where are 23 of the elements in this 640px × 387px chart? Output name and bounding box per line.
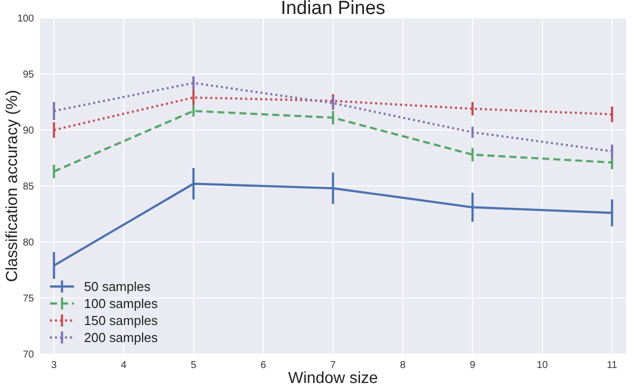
y-tick-label: 70 [22, 350, 34, 360]
y-tick-label: 85 [22, 182, 34, 192]
legend-label: 150 samples [84, 313, 158, 328]
x-axis-title: Window size [288, 370, 378, 387]
x-tick-label: 10 [536, 360, 548, 371]
legend-label: 200 samples [84, 330, 158, 345]
legend-label: 100 samples [84, 296, 158, 311]
y-tick-label: 100 [17, 14, 34, 24]
y-axis-title: Classification accuracy (%) [4, 90, 21, 282]
x-tick-label: 6 [260, 360, 266, 371]
chart-title: Indian Pines [280, 0, 386, 19]
x-tick-label: 9 [470, 360, 476, 371]
y-tick-label: 75 [22, 294, 34, 304]
y-tick-label: 80 [22, 238, 34, 248]
x-tick-label: 3 [51, 360, 58, 371]
x-tick-label: 4 [120, 360, 127, 371]
x-tick-label: 5 [190, 360, 197, 371]
y-tick-label: 90 [22, 126, 34, 136]
y-tick-label: 95 [22, 70, 34, 80]
legend-label: 50 samples [84, 279, 151, 294]
x-tick-label: 11 [606, 360, 618, 371]
x-tick-label: 8 [400, 360, 406, 371]
x-tick-label: 7 [330, 360, 336, 371]
